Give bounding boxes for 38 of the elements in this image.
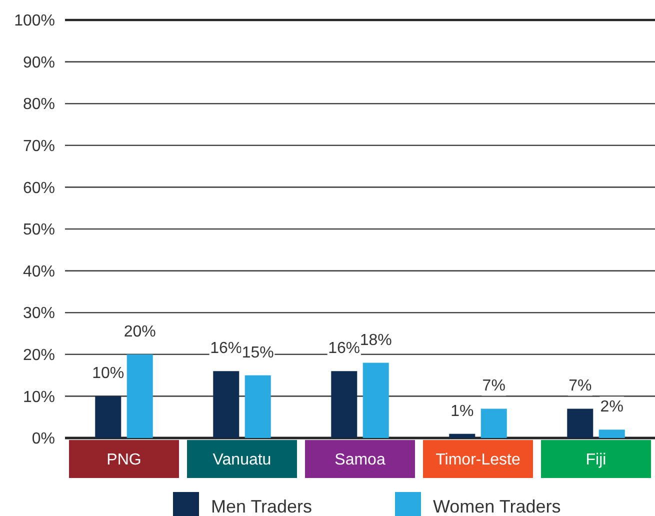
data-label: 15% xyxy=(242,344,274,362)
data-label: 18% xyxy=(360,332,392,349)
x-tick-label: Fiji xyxy=(586,452,606,469)
y-tick-label: 10% xyxy=(22,388,55,406)
bar xyxy=(567,408,594,438)
x-tick-label: PNG xyxy=(106,452,142,469)
bar xyxy=(598,430,625,438)
bar xyxy=(244,375,271,438)
bar xyxy=(213,371,240,438)
data-label: 20% xyxy=(124,323,156,340)
y-tick-label: 30% xyxy=(22,305,55,322)
data-label: 7% xyxy=(568,378,592,395)
bar xyxy=(480,408,507,438)
y-tick-label: 50% xyxy=(22,222,55,239)
bar xyxy=(362,362,389,438)
data-label: 2% xyxy=(600,398,624,416)
bar xyxy=(449,434,476,438)
y-tick-label: 80% xyxy=(22,96,55,114)
data-label: 1% xyxy=(450,402,474,420)
x-tick-label: Timor-Leste xyxy=(436,452,520,469)
data-label: 16% xyxy=(210,340,242,358)
y-tick-label: 40% xyxy=(22,263,55,280)
bar xyxy=(331,371,358,438)
bar xyxy=(95,396,122,438)
y-tick-label: 60% xyxy=(22,180,55,197)
data-label: 7% xyxy=(482,378,506,395)
y-tick-label: 20% xyxy=(22,347,55,364)
bar xyxy=(126,354,153,438)
y-tick-label: 90% xyxy=(22,54,55,72)
x-tick-label: Samoa xyxy=(334,452,386,469)
data-label: 16% xyxy=(328,340,360,358)
y-tick-label: 100% xyxy=(14,12,55,30)
data-label: 10% xyxy=(92,365,124,382)
legend-label: Men Traders xyxy=(211,496,312,516)
y-tick-label: 0% xyxy=(32,430,55,448)
x-tick-label: Vanuatu xyxy=(212,452,272,469)
y-tick-label: 70% xyxy=(22,138,55,155)
legend-label: Women Traders xyxy=(433,496,561,516)
